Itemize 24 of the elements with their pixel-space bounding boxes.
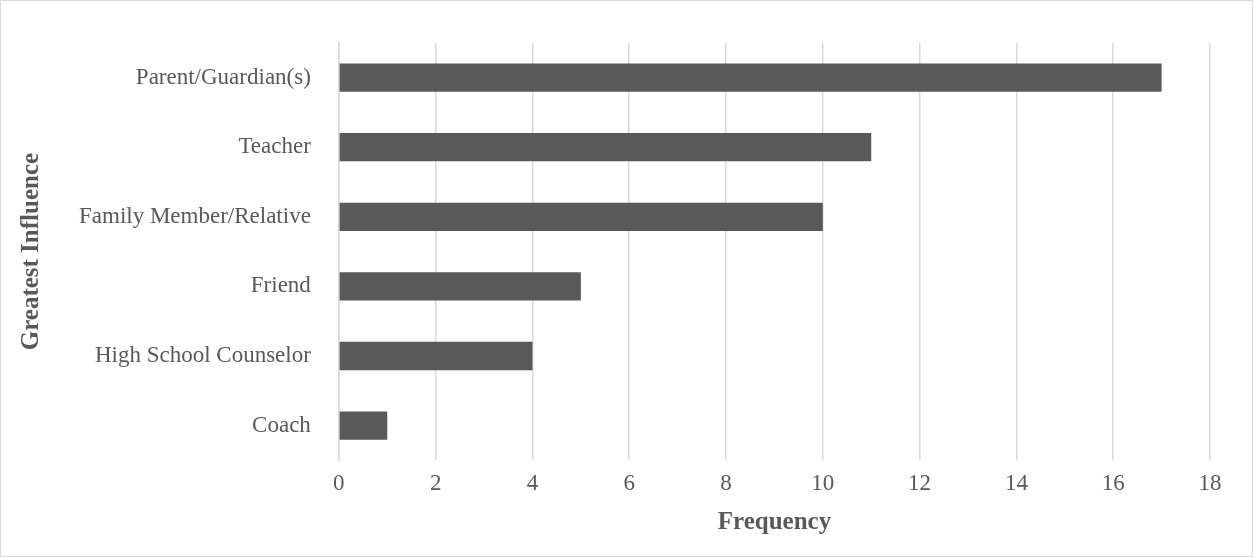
bar xyxy=(339,202,823,231)
y-tick-label: Coach xyxy=(252,411,312,437)
x-axis-title: Frequency xyxy=(717,507,832,535)
y-tick-label: High School Counselor xyxy=(94,342,312,368)
x-tick-label: 6 xyxy=(623,470,635,496)
x-tick-label: 2 xyxy=(429,470,442,496)
y-tick-label: Family Member/Relative xyxy=(78,202,311,228)
bar xyxy=(339,133,872,162)
x-tick-label: 16 xyxy=(1101,470,1125,496)
x-tick-label: 8 xyxy=(720,470,732,496)
y-tick-label: Parent/Guardian(s) xyxy=(135,63,311,89)
bar xyxy=(339,63,1162,92)
x-tick-label: 10 xyxy=(811,470,835,496)
y-tick-label: Teacher xyxy=(238,133,312,159)
bar xyxy=(339,341,533,371)
x-tick-label: 18 xyxy=(1198,470,1222,496)
y-tick-label: Friend xyxy=(250,272,312,298)
x-tick-label: 0 xyxy=(333,470,345,496)
x-tick-label: 14 xyxy=(1004,470,1029,496)
bar xyxy=(339,411,388,440)
y-axis-title: Greatest Influence xyxy=(16,152,44,351)
x-tick-label: 4 xyxy=(526,470,539,496)
x-tick-label: 12 xyxy=(908,470,932,496)
bar xyxy=(339,272,581,301)
